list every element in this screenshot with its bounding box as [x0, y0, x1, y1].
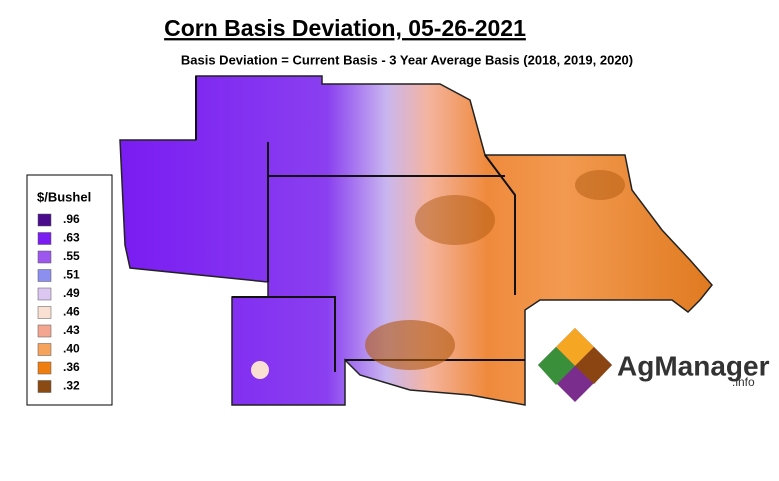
logo: AgManager .info	[538, 328, 770, 402]
legend-label: .46	[63, 305, 80, 319]
legend-swatch	[37, 324, 52, 338]
legend-swatch	[37, 361, 52, 375]
legend-swatch	[37, 232, 52, 245]
legend-label: .63	[63, 231, 80, 245]
legend-label: .49	[63, 286, 80, 300]
legend-swatch	[37, 343, 52, 356]
map	[119, 75, 713, 406]
legend-swatch	[37, 269, 52, 282]
legend-swatch	[37, 213, 52, 227]
legend-swatch	[37, 306, 52, 319]
logo-name: AgManager	[617, 350, 770, 381]
legend-label: .32	[63, 379, 80, 393]
subtitle: Basis Deviation = Current Basis - 3 Year…	[181, 52, 633, 67]
legend-label: .55	[63, 249, 80, 263]
legend-swatch	[37, 380, 52, 393]
legend: $/Bushel .96 .63 .55 .51 .49 .46 .43 .40 .36 .32	[26, 174, 113, 406]
title: Corn Basis Deviation, 05-26-2021	[164, 15, 526, 41]
legend-label: .36	[63, 360, 80, 374]
legend-swatch	[37, 250, 52, 264]
legend-label: .40	[63, 342, 80, 356]
legend-title: $/Bushel	[37, 189, 91, 204]
legend-label: .96	[63, 212, 80, 226]
logo-suffix: .info	[732, 375, 755, 389]
legend-swatch	[37, 287, 52, 301]
legend-label: .43	[63, 323, 80, 337]
legend-label: .51	[63, 268, 80, 282]
